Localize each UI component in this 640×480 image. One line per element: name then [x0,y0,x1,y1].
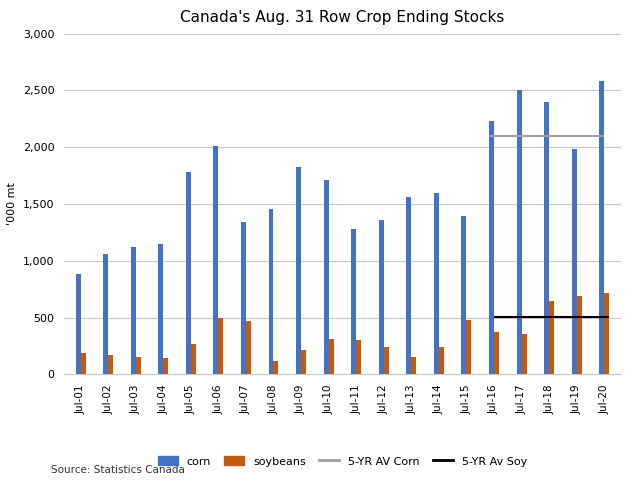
Bar [191,344,196,374]
Bar [76,275,81,374]
Bar [163,359,168,374]
Bar [384,347,388,374]
Bar [461,216,467,374]
Bar [356,340,361,374]
Bar [406,197,412,374]
Bar [218,318,223,374]
Bar [324,180,328,374]
Bar [434,192,439,374]
Y-axis label: '000 mt: '000 mt [7,182,17,226]
Bar [351,229,356,374]
Bar [522,334,527,374]
Bar [379,220,384,374]
Bar [549,301,554,374]
Bar [108,355,113,374]
Bar [103,254,108,374]
Bar [136,357,141,374]
Text: Source: Statistics Canada: Source: Statistics Canada [51,465,185,475]
Bar [213,146,218,374]
Bar [494,332,499,374]
Bar [81,353,86,374]
Bar [439,347,444,374]
Bar [604,293,609,374]
Bar [599,81,604,374]
Bar [273,361,278,374]
Bar [328,339,333,374]
Bar [158,244,163,374]
Bar [412,357,416,374]
Bar [131,247,136,374]
Bar [467,321,472,374]
Legend: corn, soybeans, 5-YR AV Corn, 5-YR Av Soy: corn, soybeans, 5-YR AV Corn, 5-YR Av So… [153,452,532,471]
Bar [489,121,494,374]
Bar [186,172,191,374]
Bar [301,350,306,374]
Bar [516,90,522,374]
Bar [577,296,582,374]
Bar [246,321,251,374]
Bar [296,167,301,374]
Bar [269,208,273,374]
Title: Canada's Aug. 31 Row Crop Ending Stocks: Canada's Aug. 31 Row Crop Ending Stocks [180,11,504,25]
Bar [572,149,577,374]
Bar [544,102,549,374]
Bar [241,222,246,374]
